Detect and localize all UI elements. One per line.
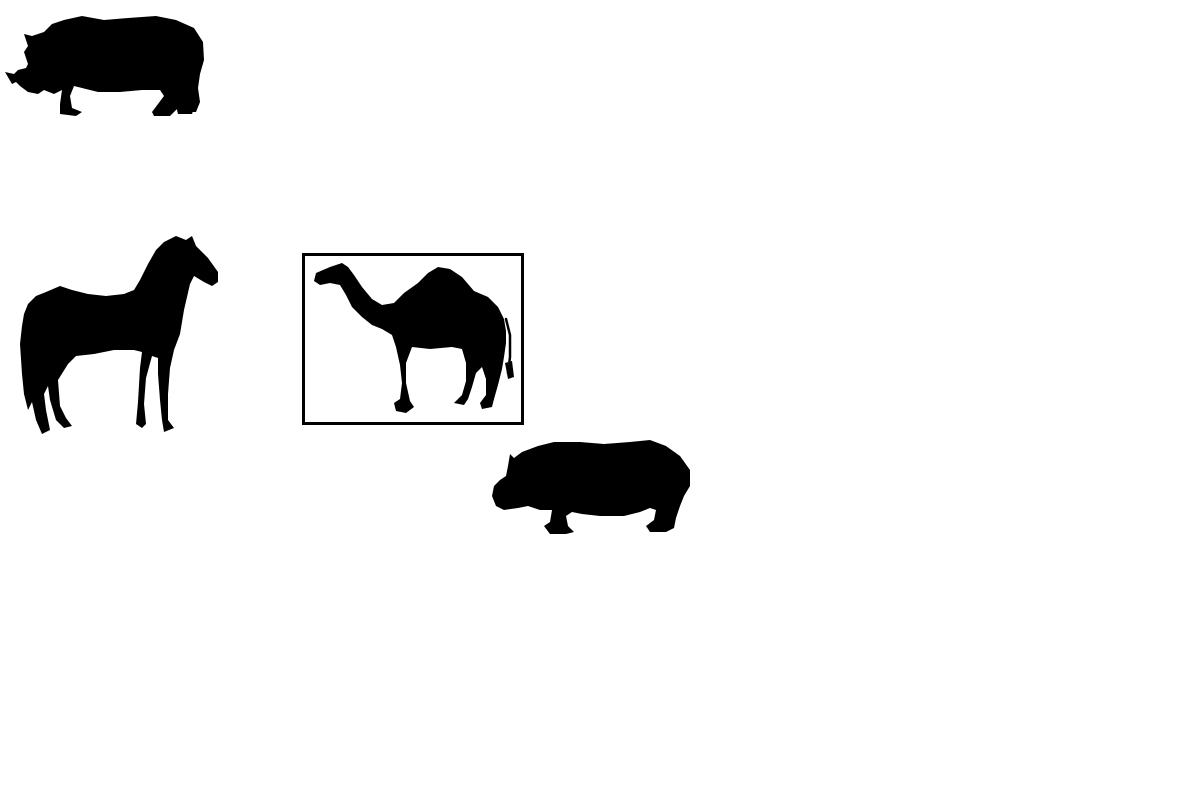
camel-silhouette-icon[interactable] <box>302 253 524 425</box>
horse-svg <box>20 236 218 434</box>
hippo-svg <box>492 440 690 534</box>
rhino-silhouette-icon[interactable] <box>4 12 206 120</box>
horse-silhouette-icon[interactable] <box>14 234 222 438</box>
camel-svg <box>314 263 514 413</box>
hippo-silhouette-icon[interactable] <box>490 436 694 538</box>
rhino-svg <box>5 16 204 116</box>
